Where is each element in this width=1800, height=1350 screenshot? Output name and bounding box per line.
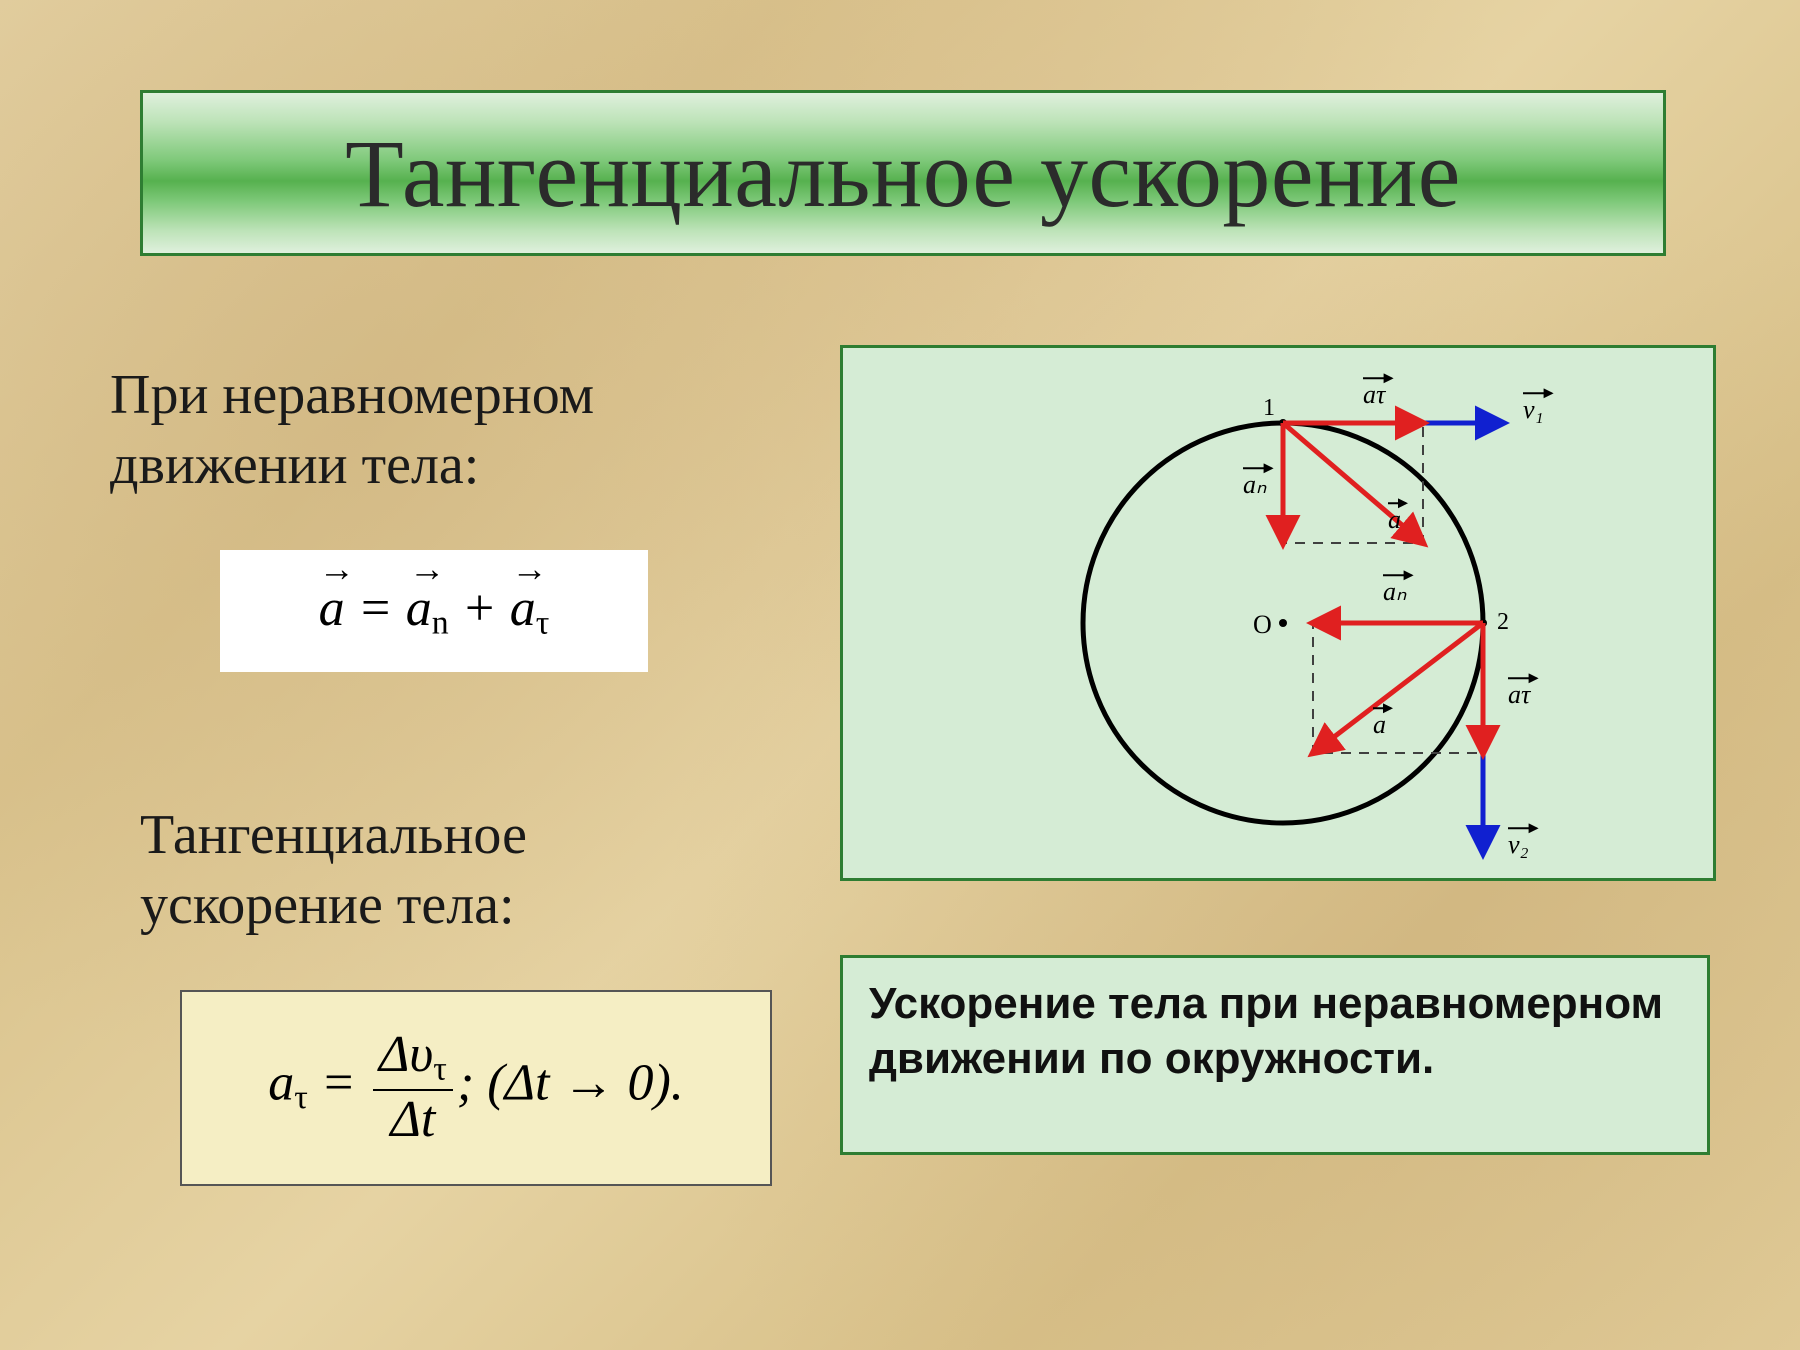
formula-tangential-content: aτ = ΔυτΔt; (Δt → 0). xyxy=(268,1028,684,1148)
formula-sum: a = an + aτ xyxy=(220,550,648,672)
formula-sum-content: a = an + aτ xyxy=(319,579,550,642)
caption-text: Ускорение тела при неравномерном движени… xyxy=(869,976,1681,1086)
svg-text:v₂: v₂ xyxy=(1508,830,1529,859)
slide: Тангенциальное ускорение При неравномерн… xyxy=(0,0,1800,1350)
svg-text:aₙ: aₙ xyxy=(1243,470,1267,499)
svg-text:v₁: v₁ xyxy=(1523,395,1544,424)
diagram-svg: O 1 2 v₁ aτ aₙ a v₂ aτ aₙ a xyxy=(843,348,1713,878)
formula-tangential: aτ = ΔυτΔt; (Δt → 0). xyxy=(180,990,772,1186)
title-box: Тангенциальное ускорение xyxy=(140,90,1666,256)
svg-text:aτ: aτ xyxy=(1363,380,1387,409)
svg-text:aτ: aτ xyxy=(1508,680,1532,709)
title-text: Тангенциальное ускорение xyxy=(345,118,1461,229)
intro-text-2: Тангенциальное ускорение тела: xyxy=(140,800,760,940)
diagram-box: O 1 2 v₁ aτ aₙ a v₂ aτ aₙ a xyxy=(840,345,1716,881)
svg-text:aₙ: aₙ xyxy=(1383,577,1407,606)
svg-text:a: a xyxy=(1373,710,1386,739)
intro-text-1: При неравномерном движении тела: xyxy=(110,360,760,500)
svg-text:a: a xyxy=(1388,505,1401,534)
caption-box: Ускорение тела при неравномерном движени… xyxy=(840,955,1710,1155)
svg-text:1: 1 xyxy=(1263,395,1275,421)
svg-text:O: O xyxy=(1253,610,1272,639)
svg-text:2: 2 xyxy=(1497,609,1509,635)
